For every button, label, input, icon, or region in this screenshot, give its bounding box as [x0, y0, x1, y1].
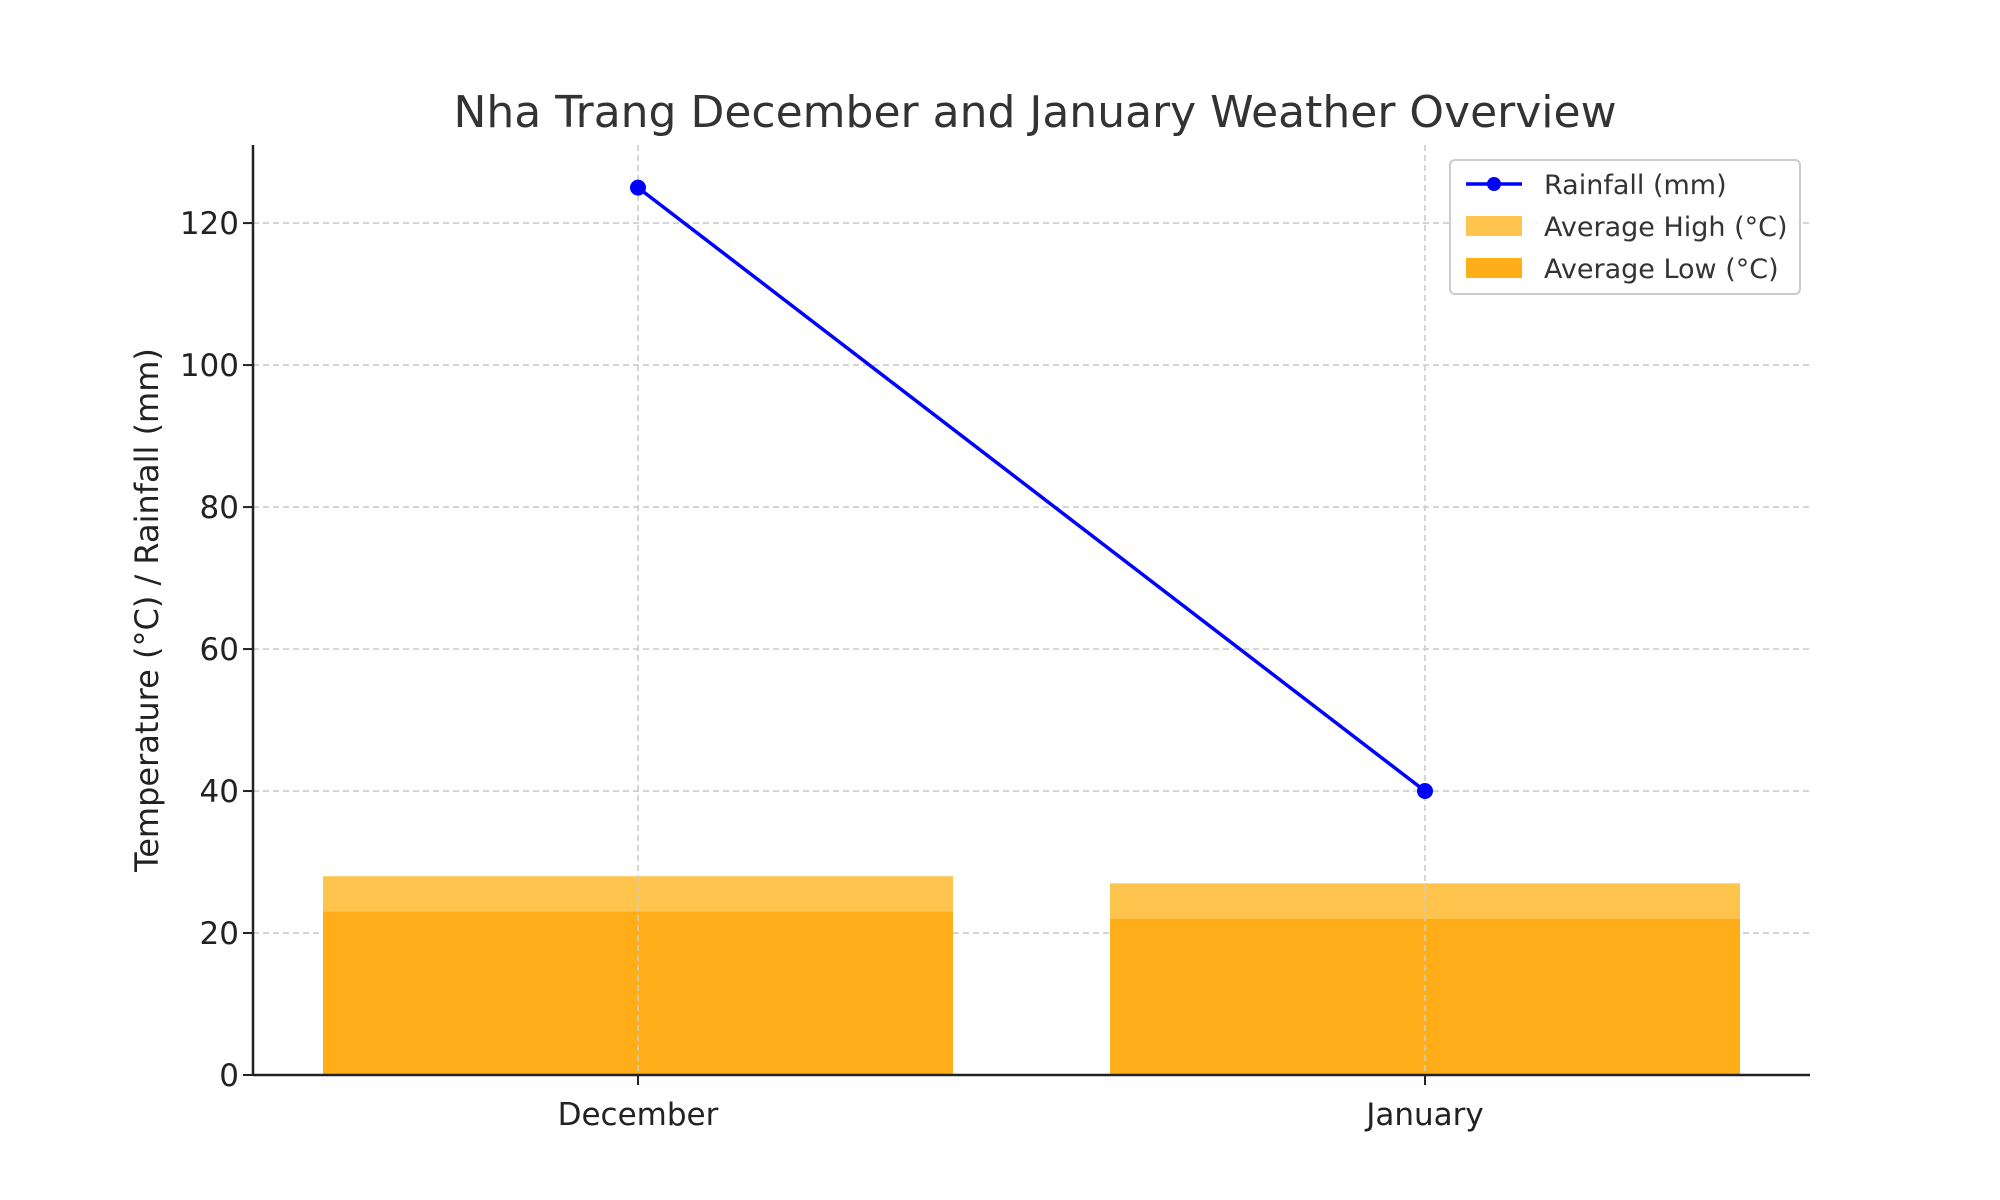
legend-frame: [1449, 159, 1801, 295]
legend-item: Average Low (°C): [1466, 254, 1779, 285]
legend-label: Average Low (°C): [1544, 254, 1779, 285]
bars-layer: [323, 876, 1740, 1075]
legend-label: Average High (°C): [1544, 212, 1788, 243]
legend-item: Rainfall (mm): [1466, 170, 1727, 201]
legend-item: Average High (°C): [1466, 212, 1788, 243]
y-tick-label: 20: [200, 916, 239, 952]
line-layer: [630, 179, 1433, 800]
legend-bar-swatch: [1466, 258, 1522, 278]
rainfall-point-december: [630, 179, 646, 196]
x-tick-label-december: December: [558, 1097, 719, 1133]
legend-marker-swatch: [1487, 177, 1501, 191]
vertical-grid-layer: [637, 145, 1426, 1075]
legend-bar-swatch: [1466, 216, 1522, 236]
x-tick-label-january: January: [1364, 1097, 1484, 1133]
y-tick-label: 120: [180, 206, 239, 242]
y-tick-label: 0: [219, 1058, 239, 1094]
y-tick-label: 100: [180, 348, 239, 384]
rainfall-point-january: [1417, 783, 1433, 800]
rainfall-line: [636, 186, 1427, 793]
legend: Rainfall (mm) Average High (°C) Average Lo…: [1449, 159, 1801, 295]
y-axis-label: Temperature (°C) / Rainfall (mm): [128, 348, 166, 873]
chart-title: Nha Trang December and January Weather O…: [453, 87, 1616, 138]
ticks-layer: 0 20 40 60 80 100 120 December January: [180, 206, 1484, 1133]
y-tick-label: 80: [200, 490, 239, 526]
y-tick-label: 40: [200, 774, 239, 810]
y-tick-label: 60: [200, 632, 239, 668]
axes-layer: [251, 145, 1810, 1077]
legend-label: Rainfall (mm): [1544, 170, 1727, 201]
legend-items: Rainfall (mm) Average High (°C) Average Lo…: [1466, 170, 1788, 285]
